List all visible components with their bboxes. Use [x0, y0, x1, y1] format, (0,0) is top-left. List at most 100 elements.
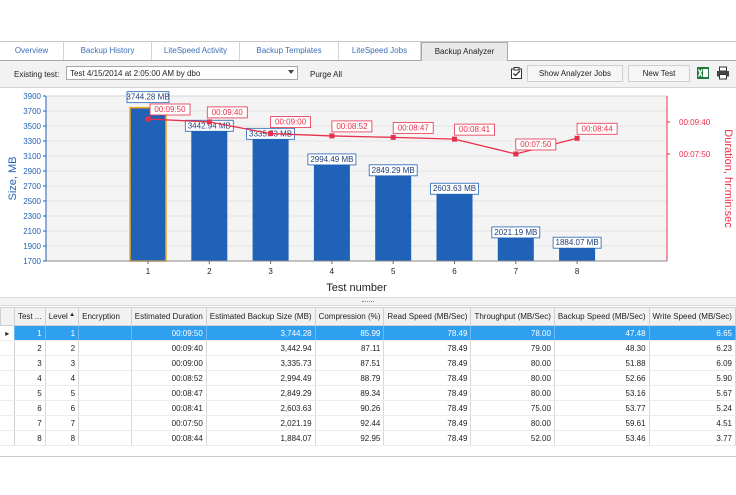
table-cell[interactable] [78, 430, 132, 446]
table-cell[interactable]: 00:08:47 [131, 385, 207, 401]
table-cell[interactable] [78, 355, 132, 371]
table-cell[interactable]: 52.00 [470, 430, 555, 446]
table-cell[interactable]: 8 [14, 430, 46, 446]
table-cell[interactable]: 1 [45, 325, 80, 341]
tab-backup-analyzer[interactable]: Backup Analyzer [421, 42, 508, 61]
col-estimated-backup-size[interactable]: Estimated Backup Size (MB) [205, 307, 316, 326]
table-cell[interactable]: 78.49 [383, 325, 472, 341]
table-cell[interactable] [78, 370, 132, 386]
table-cell[interactable]: 4 [14, 370, 46, 386]
table-row[interactable]: ▸ 1 1 00:09:50 3,744.28 85.99 78.49 78.00 47.48 6… [0, 325, 736, 341]
table-cell[interactable]: 92.95 [315, 430, 385, 446]
table-cell[interactable]: 2 [14, 340, 46, 356]
table-cell[interactable]: 53.77 [554, 400, 650, 416]
jobs-checklist-icon[interactable] [510, 66, 524, 80]
table-cell[interactable]: 5.90 [649, 370, 736, 386]
table-cell[interactable]: 52.66 [554, 370, 650, 386]
col-read-speed[interactable]: Read Speed (MB/Sec) [383, 307, 472, 326]
table-cell[interactable]: 2,021.19 [206, 415, 316, 431]
table-cell[interactable]: 78.49 [383, 340, 472, 356]
col-test-number[interactable]: Test ... [13, 307, 46, 326]
table-cell[interactable]: 78.49 [383, 415, 472, 431]
table-cell[interactable]: 00:09:00 [131, 355, 207, 371]
table-row[interactable]: 5 5 00:08:47 2,849.29 89.34 78.49 80.00 53.16 5.… [0, 385, 736, 401]
table-cell[interactable]: 53.16 [554, 385, 650, 401]
table-cell[interactable]: 53.46 [554, 430, 650, 446]
excel-export-icon[interactable] [696, 66, 710, 80]
table-cell[interactable]: 80.00 [470, 385, 555, 401]
table-cell[interactable]: 00:08:44 [131, 430, 207, 446]
table-cell[interactable]: 51.88 [554, 355, 650, 371]
table-cell[interactable]: 92.44 [315, 415, 385, 431]
table-cell[interactable]: 7 [45, 415, 80, 431]
table-cell[interactable]: 6 [14, 400, 46, 416]
col-backup-speed[interactable]: Backup Speed (MB/Sec) [553, 307, 650, 326]
tab-litespeed-activity[interactable]: LiteSpeed Activity [152, 42, 240, 60]
table-row[interactable]: 6 6 00:08:41 2,603.63 90.26 78.49 75.00 53.77 5.… [0, 400, 736, 416]
table-cell[interactable]: 3 [45, 355, 80, 371]
table-cell[interactable]: 3.77 [649, 430, 736, 446]
new-test-button[interactable]: New Test [628, 65, 690, 82]
table-row[interactable]: 2 2 00:09:40 3,442.94 87.11 78.49 79.00 48.30 6.… [0, 340, 736, 356]
table-cell[interactable]: 78.49 [383, 385, 472, 401]
col-throughput[interactable]: Throughput (MB/Sec) [470, 307, 555, 326]
table-cell[interactable]: 5 [45, 385, 80, 401]
table-cell[interactable]: 3 [14, 355, 46, 371]
table-cell[interactable]: 80.00 [470, 355, 555, 371]
table-cell[interactable]: 80.00 [470, 415, 555, 431]
table-cell[interactable]: 4.51 [649, 415, 736, 431]
col-estimated-duration[interactable]: Estimated Duration [130, 307, 207, 326]
purge-all-button[interactable]: Purge All [309, 70, 343, 79]
table-cell[interactable]: 8 [45, 430, 80, 446]
table-cell[interactable]: 47.48 [554, 325, 650, 341]
table-cell[interactable]: 78.49 [383, 370, 472, 386]
table-cell[interactable]: 00:07:50 [131, 415, 207, 431]
show-analyzer-jobs-button[interactable]: Show Analyzer Jobs [527, 65, 623, 82]
table-cell[interactable]: 79.00 [470, 340, 555, 356]
table-cell[interactable] [78, 415, 132, 431]
table-cell[interactable]: 3,335.73 [206, 355, 316, 371]
table-row[interactable]: 8 8 00:08:44 1,884.07 92.95 78.49 52.00 53.46 3.… [0, 430, 736, 446]
table-cell[interactable]: 2,849.29 [206, 385, 316, 401]
col-encryption[interactable]: Encryption [78, 307, 132, 326]
splitter[interactable] [0, 297, 736, 306]
table-cell[interactable] [78, 385, 132, 401]
table-cell[interactable]: 87.11 [315, 340, 385, 356]
table-cell[interactable]: 78.49 [383, 355, 472, 371]
table-row[interactable]: 4 4 00:08:52 2,994.49 88.79 78.49 80.00 52.66 5.… [0, 370, 736, 386]
table-cell[interactable]: 85.99 [315, 325, 385, 341]
table-cell[interactable]: 3,744.28 [206, 325, 316, 341]
table-cell[interactable]: 7 [14, 415, 46, 431]
table-cell[interactable]: 5 [14, 385, 46, 401]
table-cell[interactable]: 2,603.63 [206, 400, 316, 416]
tab-litespeed-jobs[interactable]: LiteSpeed Jobs [339, 42, 421, 60]
table-cell[interactable]: 89.34 [315, 385, 385, 401]
table-cell[interactable]: 5.24 [649, 400, 736, 416]
table-cell[interactable] [78, 340, 132, 356]
table-cell[interactable]: 2,994.49 [206, 370, 316, 386]
table-cell[interactable]: 00:08:52 [131, 370, 207, 386]
table-cell[interactable]: 4 [45, 370, 80, 386]
table-cell[interactable]: 3,442.94 [206, 340, 316, 356]
col-write-speed[interactable]: Write Speed (MB/Sec) [648, 307, 736, 326]
table-cell[interactable] [78, 400, 132, 416]
table-cell[interactable]: 2 [45, 340, 80, 356]
col-level[interactable]: Level ▲ [44, 307, 80, 326]
table-cell[interactable]: 1 [14, 325, 46, 341]
table-cell[interactable]: 48.30 [554, 340, 650, 356]
table-row[interactable]: 7 7 00:07:50 2,021.19 92.44 78.49 80.00 59.61 4.… [0, 415, 736, 431]
table-row[interactable]: 3 3 00:09:00 3,335.73 87.51 78.49 80.00 51.88 6.… [0, 355, 736, 371]
table-cell[interactable]: 90.26 [315, 400, 385, 416]
table-cell[interactable]: 6 [45, 400, 80, 416]
existing-test-select[interactable]: Test 4/15/2014 at 2:05:00 AM by dbo [66, 66, 298, 80]
table-cell[interactable]: 6.23 [649, 340, 736, 356]
tab-backup-history[interactable]: Backup History [64, 42, 152, 60]
table-cell[interactable]: 78.49 [383, 400, 472, 416]
table-cell[interactable]: 80.00 [470, 370, 555, 386]
table-cell[interactable]: 78.49 [383, 430, 472, 446]
tab-overview[interactable]: Overview [0, 42, 64, 60]
table-cell[interactable]: 00:09:40 [131, 340, 207, 356]
table-cell[interactable]: 00:09:50 [131, 325, 207, 341]
print-icon[interactable] [716, 66, 730, 80]
tab-backup-templates[interactable]: Backup Templates [240, 42, 339, 60]
